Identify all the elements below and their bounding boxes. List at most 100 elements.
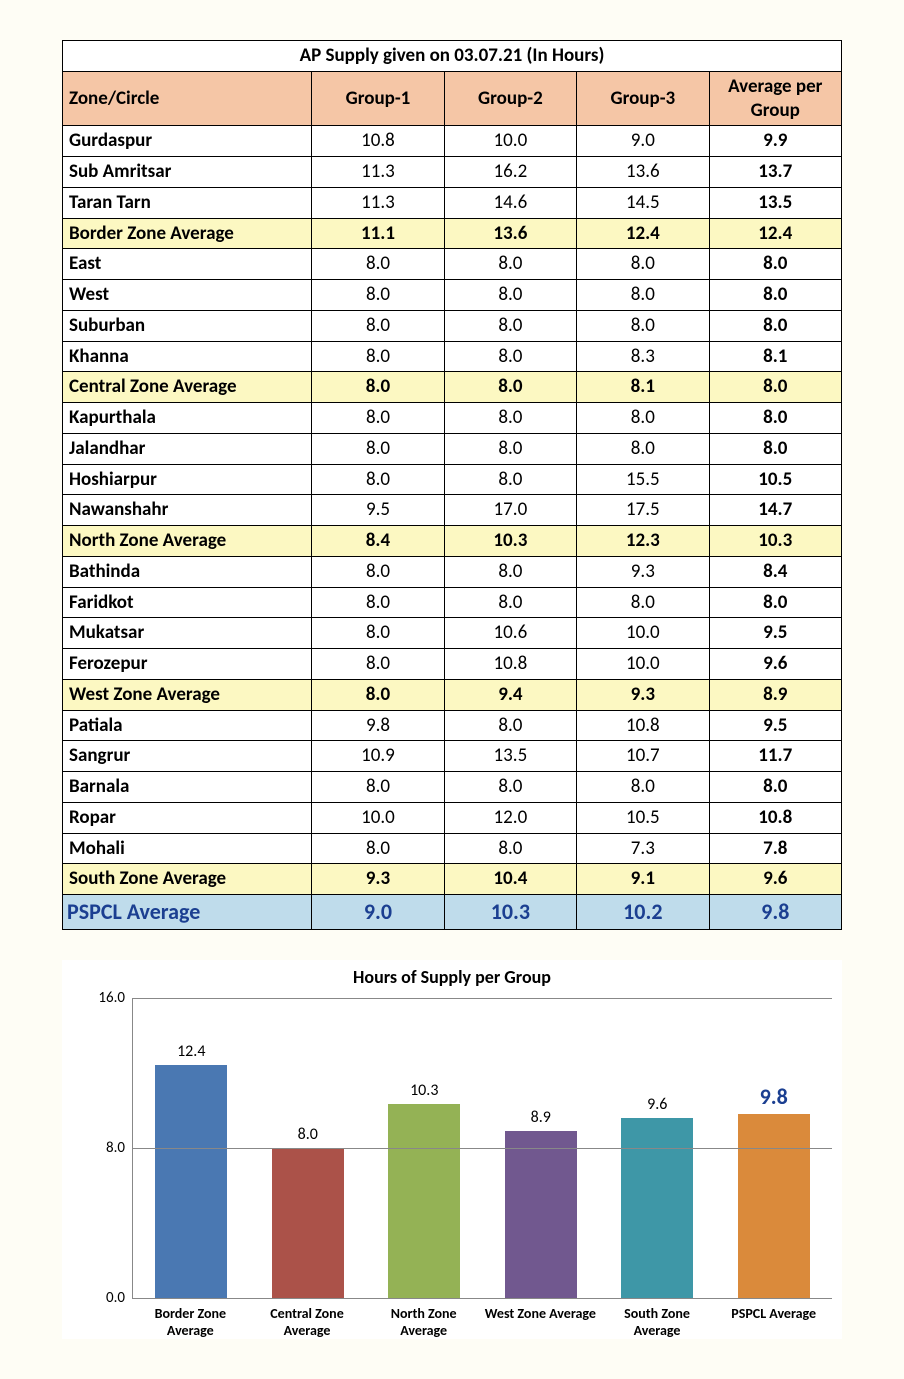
cell-g1: 9.5	[312, 495, 444, 526]
cell-g2: 8.0	[444, 433, 576, 464]
chart-gridline	[133, 998, 832, 999]
cell-zone: Hoshiarpur	[63, 464, 312, 495]
chart-ytick: 0.0	[75, 1289, 133, 1307]
cell-g2: 8.0	[444, 710, 576, 741]
chart-bar-value-label: 10.3	[410, 1081, 438, 1104]
cell-avg: 12.4	[709, 218, 841, 249]
cell-g2: 13.5	[444, 741, 576, 772]
table-row: Bathinda8.08.09.38.4	[63, 556, 842, 587]
table-row: Patiala9.88.010.89.5	[63, 710, 842, 741]
cell-g2: 8.0	[444, 772, 576, 803]
cell-g2: 8.0	[444, 556, 576, 587]
cell-zone: Barnala	[63, 772, 312, 803]
table-row: Barnala8.08.08.08.0	[63, 772, 842, 803]
cell-g1: 10.8	[312, 126, 444, 157]
table-row: Ferozepur8.010.810.09.6	[63, 649, 842, 680]
chart-bar: 8.0	[272, 1148, 344, 1298]
table-row: West8.08.08.08.0	[63, 280, 842, 311]
cell-g3: 9.0	[577, 126, 709, 157]
supply-chart: Hours of Supply per Group 12.48.010.38.9…	[62, 960, 842, 1339]
chart-bar-value-label: 8.0	[298, 1125, 318, 1148]
cell-g1: 8.0	[312, 249, 444, 280]
cell-g2: 16.2	[444, 157, 576, 188]
cell-avg: 8.0	[709, 587, 841, 618]
cell-g3: 8.0	[577, 310, 709, 341]
cell-g1: 11.3	[312, 157, 444, 188]
table-title: AP Supply given on 03.07.21 (In Hours)	[63, 41, 842, 72]
cell-g2: 8.0	[444, 310, 576, 341]
cell-g3: 9.1	[577, 864, 709, 895]
table-row: Khanna8.08.08.38.1	[63, 341, 842, 372]
cell-avg: 10.8	[709, 802, 841, 833]
cell-g2: 8.0	[444, 403, 576, 434]
cell-zone: Ropar	[63, 802, 312, 833]
supply-table: AP Supply given on 03.07.21 (In Hours) Z…	[62, 40, 842, 930]
cell-avg: 7.8	[709, 833, 841, 864]
cell-zone: Central Zone Average	[63, 372, 312, 403]
chart-x-label: Central Zone Average	[249, 1305, 366, 1339]
cell-avg: 8.4	[709, 556, 841, 587]
cell-g1: 8.0	[312, 587, 444, 618]
cell-g1: 9.0	[312, 895, 444, 930]
cell-g3: 10.0	[577, 649, 709, 680]
cell-avg: 8.0	[709, 280, 841, 311]
table-row: Sub Amritsar11.316.213.613.7	[63, 157, 842, 188]
cell-g2: 10.3	[444, 895, 576, 930]
cell-g3: 8.0	[577, 772, 709, 803]
cell-avg: 14.7	[709, 495, 841, 526]
cell-g1: 11.3	[312, 187, 444, 218]
cell-zone: Sangrur	[63, 741, 312, 772]
cell-g1: 8.0	[312, 679, 444, 710]
table-header-row: Zone/Circle Group-1 Group-2 Group-3 Aver…	[63, 71, 842, 126]
table-row: Central Zone Average8.08.08.18.0	[63, 372, 842, 403]
cell-g2: 10.8	[444, 649, 576, 680]
cell-g1: 8.0	[312, 649, 444, 680]
table-row: Jalandhar8.08.08.08.0	[63, 433, 842, 464]
table-row: Border Zone Average11.113.612.412.4	[63, 218, 842, 249]
cell-g1: 8.4	[312, 526, 444, 557]
cell-g1: 10.0	[312, 802, 444, 833]
cell-g2: 8.0	[444, 372, 576, 403]
cell-g3: 13.6	[577, 157, 709, 188]
chart-ytick: 8.0	[75, 1139, 133, 1157]
cell-zone: Sub Amritsar	[63, 157, 312, 188]
cell-g1: 8.0	[312, 833, 444, 864]
cell-g2: 10.4	[444, 864, 576, 895]
cell-g1: 8.0	[312, 433, 444, 464]
cell-g3: 8.0	[577, 587, 709, 618]
chart-x-label: North Zone Average	[365, 1305, 482, 1339]
cell-zone: West	[63, 280, 312, 311]
cell-g2: 8.0	[444, 341, 576, 372]
table-row: Sangrur10.913.510.711.7	[63, 741, 842, 772]
cell-avg: 8.9	[709, 679, 841, 710]
cell-g2: 13.6	[444, 218, 576, 249]
table-row: Mohali8.08.07.37.8	[63, 833, 842, 864]
cell-avg: 8.0	[709, 403, 841, 434]
col-group3: Group-3	[577, 71, 709, 126]
cell-g1: 8.0	[312, 403, 444, 434]
cell-zone: Gurdaspur	[63, 126, 312, 157]
cell-g2: 9.4	[444, 679, 576, 710]
table-row: Kapurthala8.08.08.08.0	[63, 403, 842, 434]
cell-zone: Ferozepur	[63, 649, 312, 680]
cell-g3: 8.0	[577, 280, 709, 311]
col-group2: Group-2	[444, 71, 576, 126]
cell-avg: 8.0	[709, 372, 841, 403]
cell-avg: 10.5	[709, 464, 841, 495]
cell-g1: 8.0	[312, 464, 444, 495]
cell-avg: 11.7	[709, 741, 841, 772]
cell-g1: 8.0	[312, 341, 444, 372]
cell-g3: 12.4	[577, 218, 709, 249]
table-row: North Zone Average8.410.312.310.3	[63, 526, 842, 557]
cell-g2: 10.0	[444, 126, 576, 157]
cell-g2: 8.0	[444, 833, 576, 864]
cell-g3: 10.8	[577, 710, 709, 741]
table-row: West Zone Average8.09.49.38.9	[63, 679, 842, 710]
chart-bar: 8.9	[505, 1131, 577, 1298]
col-avg: Average per Group	[709, 71, 841, 126]
chart-bar-value-label: 9.8	[760, 1083, 788, 1114]
chart-bar-value-label: 12.4	[177, 1042, 205, 1065]
chart-x-label: South Zone Average	[599, 1305, 716, 1339]
table-row: South Zone Average9.310.49.19.6	[63, 864, 842, 895]
cell-g3: 8.0	[577, 433, 709, 464]
